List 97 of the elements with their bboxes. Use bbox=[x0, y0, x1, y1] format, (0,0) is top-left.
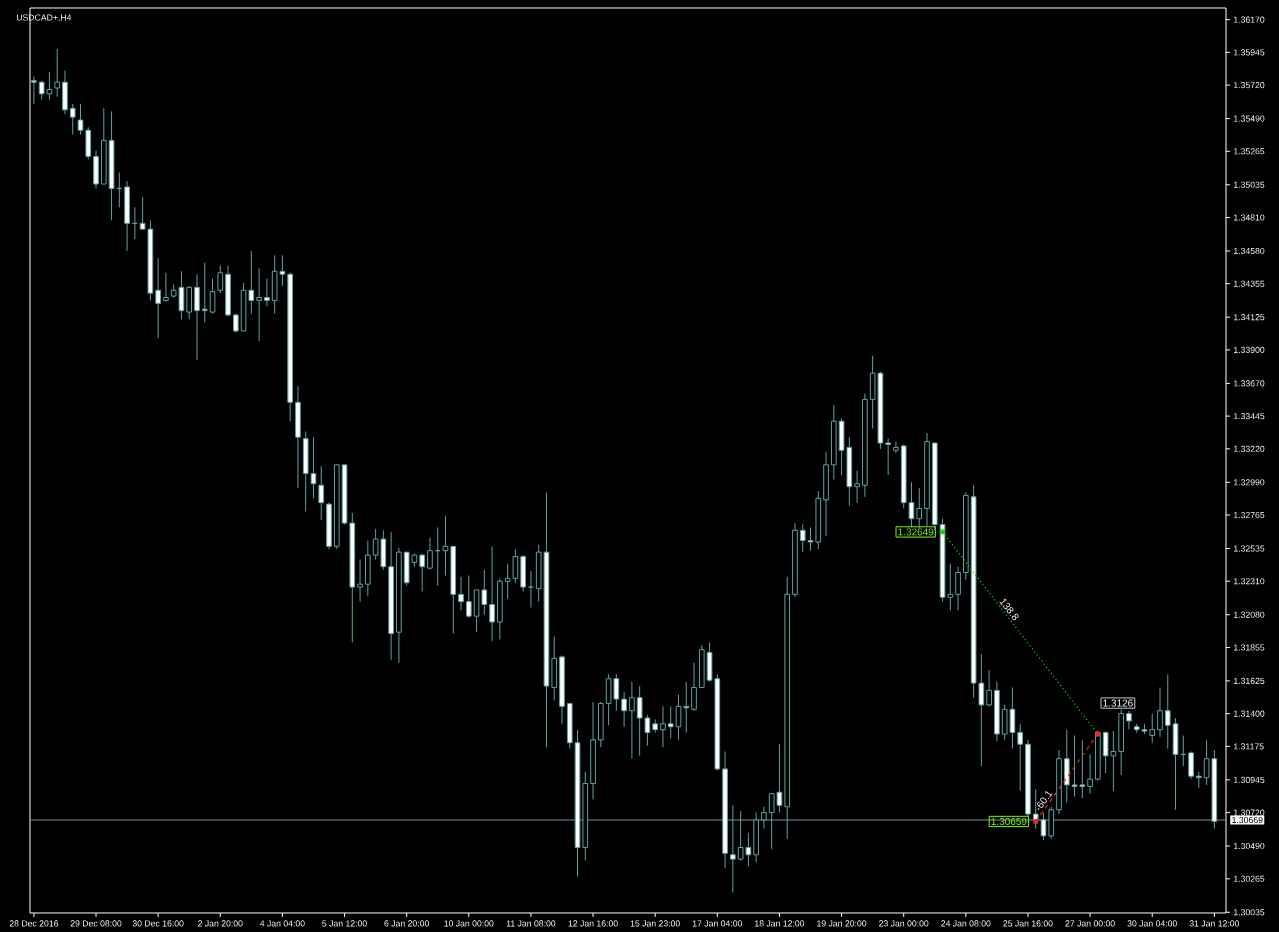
x-tick-label: 4 Jan 04:00 bbox=[259, 920, 305, 927]
candlestick bbox=[761, 806, 767, 830]
x-tick-label: 23 Jan 00:00 bbox=[879, 920, 929, 927]
candlestick bbox=[955, 566, 961, 611]
y-tick-label: 1.35945 bbox=[1234, 49, 1265, 56]
x-tick-label: 27 Jan 00:00 bbox=[1065, 920, 1115, 927]
y-tick-label: 1.34125 bbox=[1234, 314, 1265, 321]
candlestick bbox=[1126, 710, 1132, 731]
candlestick bbox=[799, 524, 806, 553]
x-tick-label: 2 Jan 20:00 bbox=[198, 920, 243, 927]
candlestick bbox=[916, 487, 923, 530]
candlestick bbox=[458, 576, 464, 611]
x-tick-label: 18 Jan 12:00 bbox=[755, 920, 805, 927]
candlestick bbox=[986, 669, 992, 707]
candlestick bbox=[69, 103, 76, 136]
y-tick-label: 1.35035 bbox=[1234, 181, 1265, 188]
y-tick-label: 1.33670 bbox=[1234, 380, 1265, 387]
y-tick-label: 1.34810 bbox=[1234, 214, 1265, 221]
y-tick-label: 1.32990 bbox=[1234, 479, 1265, 486]
candlestick bbox=[660, 705, 666, 748]
y-tick-label: 1.35490 bbox=[1234, 115, 1265, 122]
data-label: 1.3126 bbox=[1103, 699, 1133, 707]
candlestick bbox=[730, 804, 736, 894]
x-tick-label: 11 Jan 08:00 bbox=[506, 920, 556, 927]
candlestick bbox=[854, 470, 860, 504]
candlestick bbox=[1087, 753, 1093, 795]
y-tick-label: 1.31175 bbox=[1234, 743, 1264, 750]
candlestick bbox=[209, 278, 216, 315]
candlestick bbox=[667, 705, 674, 739]
candlestick bbox=[1017, 723, 1024, 792]
candlestick bbox=[691, 662, 697, 712]
candlestick bbox=[419, 553, 426, 592]
candlestick bbox=[683, 681, 690, 734]
candlestick bbox=[489, 545, 495, 642]
candlestick bbox=[621, 691, 627, 728]
candlestick bbox=[1188, 750, 1194, 780]
y-tick-label: 1.35265 bbox=[1234, 148, 1265, 155]
x-tick-label: 6 Jan 20:00 bbox=[384, 920, 429, 927]
candlestick bbox=[1040, 812, 1047, 841]
x-tick-label: 24 Jan 08:00 bbox=[941, 920, 991, 927]
x-tick-label: 30 Dec 16:00 bbox=[132, 920, 184, 927]
x-tick-label: 29 Dec 08:00 bbox=[70, 920, 122, 927]
y-tick-label: 1.34355 bbox=[1234, 280, 1265, 287]
x-tick-label: 10 Jan 00:00 bbox=[444, 920, 494, 927]
x-tick-label: 19 Jan 20:00 bbox=[817, 920, 867, 927]
x-tick-label: 28 Dec 2016 bbox=[9, 920, 59, 927]
x-tick-label: 31 Jan 12:00 bbox=[1189, 920, 1240, 927]
candlestick bbox=[1157, 686, 1163, 738]
data-label: 1.32649 bbox=[898, 528, 934, 536]
ref-line-label: 1.30669 bbox=[1232, 816, 1263, 824]
x-tick-label: 5 Jan 12:00 bbox=[322, 920, 367, 927]
candlestick bbox=[155, 257, 161, 339]
candlestick bbox=[1164, 673, 1171, 750]
candlestick bbox=[217, 265, 224, 294]
y-tick-label: 1.33900 bbox=[1234, 346, 1265, 353]
point bbox=[940, 529, 945, 535]
y-tick-label: 1.31625 bbox=[1234, 677, 1265, 684]
candlestick bbox=[1149, 713, 1156, 744]
y-tick-label: 1.31400 bbox=[1234, 710, 1265, 717]
y-tick-label: 1.32080 bbox=[1234, 611, 1265, 618]
y-tick-label: 1.36170 bbox=[1234, 16, 1265, 23]
candlestick bbox=[893, 441, 899, 454]
x-tick-label: 25 Jan 16:00 bbox=[1003, 920, 1053, 927]
candlestick bbox=[264, 278, 270, 307]
text: USDCAD+,H4 bbox=[16, 14, 72, 22]
candlestick bbox=[807, 526, 814, 552]
y-tick-label: 1.33220 bbox=[1234, 445, 1265, 452]
candlestick bbox=[885, 438, 891, 476]
candlestick bbox=[629, 681, 635, 760]
y-tick-label: 1.32765 bbox=[1234, 511, 1265, 519]
candlestick bbox=[256, 267, 262, 342]
data-label: 1.30659 bbox=[991, 817, 1027, 826]
x-tick-label: 17 Jan 04:00 bbox=[692, 920, 743, 927]
candlestick bbox=[427, 537, 433, 571]
candlestick bbox=[318, 465, 325, 521]
y-tick-label: 1.35720 bbox=[1234, 82, 1265, 89]
candlestick bbox=[201, 262, 208, 323]
y-tick-label: 1.33445 bbox=[1234, 413, 1265, 420]
candlestick bbox=[194, 273, 200, 361]
y-tick-label: 1.31855 bbox=[1234, 644, 1265, 651]
y-tick-label: 1.34580 bbox=[1234, 247, 1265, 255]
y-tick-label: 1.30490 bbox=[1234, 842, 1265, 850]
y-tick-label: 1.32310 bbox=[1234, 578, 1265, 585]
y-tick-label: 1.30945 bbox=[1234, 776, 1265, 783]
y-tick-label: 1.32535 bbox=[1234, 545, 1265, 552]
candlestick bbox=[163, 272, 169, 303]
x-tick-label: 30 Jan 04:00 bbox=[1127, 920, 1177, 927]
candlestick bbox=[357, 558, 363, 603]
candlestick bbox=[77, 103, 84, 136]
x-tick-label: 12 Jan 16:00 bbox=[568, 920, 618, 927]
candlestick bbox=[54, 48, 61, 98]
candlestick bbox=[465, 574, 472, 619]
y-tick-label: 1.30720 bbox=[1234, 809, 1265, 816]
y-tick-label: 1.30265 bbox=[1234, 875, 1265, 882]
point bbox=[1033, 819, 1039, 824]
x-tick-label: 15 Jan 23:00 bbox=[630, 920, 680, 927]
y-tick-label: 1.30035 bbox=[1234, 909, 1265, 916]
